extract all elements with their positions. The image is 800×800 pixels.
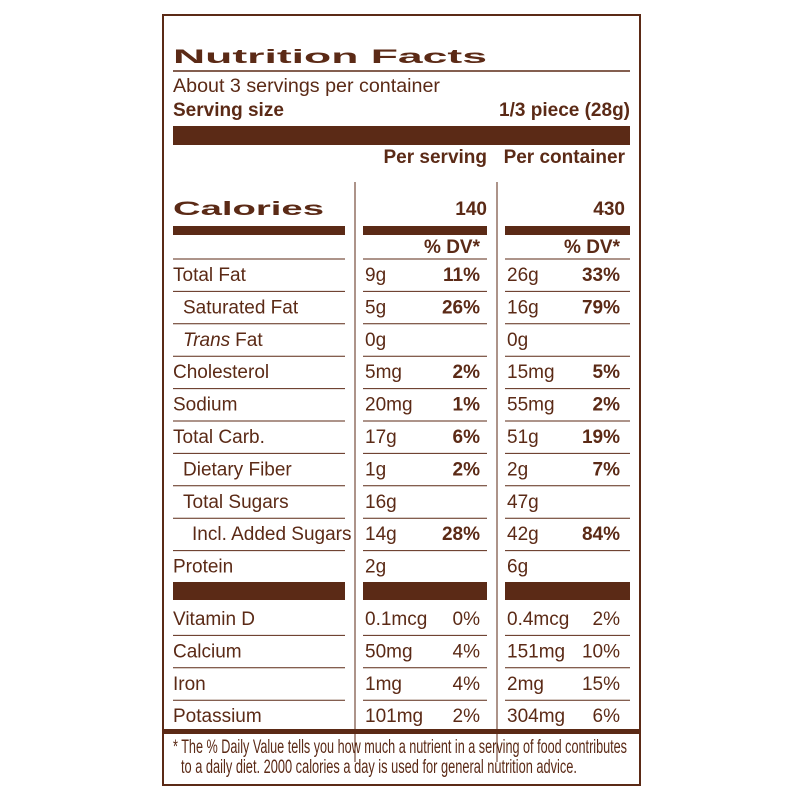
calories-label: Calories	[173, 199, 324, 220]
amount: 42g	[507, 524, 539, 545]
nutrient-label: Cholesterol	[173, 362, 269, 383]
daily-value: 4%	[453, 641, 481, 662]
nutrient-label: Vitamin D	[173, 609, 255, 630]
serving-size-label: Serving size	[173, 100, 284, 121]
nutrient-label-italic: Trans	[183, 330, 231, 351]
daily-value: 0%	[453, 609, 481, 630]
column-header: Per container	[504, 147, 626, 168]
amount: 50mg	[365, 641, 413, 662]
daily-value: 15%	[582, 674, 620, 695]
amount: 15mg	[507, 362, 555, 383]
daily-value: 2%	[453, 706, 481, 727]
nutrient-label: Total Carb.	[173, 427, 265, 448]
amount: 51g	[507, 427, 539, 448]
amount: 2g	[365, 557, 386, 578]
daily-value: 11%	[443, 265, 480, 286]
amount: 17g	[365, 427, 397, 448]
thick-bar	[173, 126, 630, 145]
medium-bar	[505, 226, 630, 235]
amount: 6g	[507, 557, 528, 578]
nutrient-label-rest: Fat	[235, 330, 263, 351]
daily-value: 10%	[582, 641, 620, 662]
amount: 2g	[507, 459, 528, 480]
footnote: * The % Daily Value tells you how much a…	[173, 737, 627, 758]
footnote-bar	[163, 729, 640, 734]
thick-bar	[363, 582, 487, 600]
servings: About 3 servings per container	[173, 76, 441, 97]
amount: 20mg	[365, 395, 413, 416]
amount: 5g	[365, 297, 386, 318]
amount: 0.4mcg	[507, 609, 569, 630]
amount: 26g	[507, 265, 539, 286]
label-border	[162, 14, 641, 786]
nutrient-label: Trans Fat	[183, 330, 263, 351]
daily-value: 28%	[442, 524, 480, 545]
daily-value: 4%	[453, 674, 481, 695]
nutrient-label: Dietary Fiber	[183, 459, 292, 480]
amount: 304mg	[507, 706, 565, 727]
amount: 9g	[365, 265, 386, 286]
amount: 1mg	[365, 674, 402, 695]
nutrient-label: Sodium	[173, 395, 237, 416]
daily-value: 33%	[582, 265, 620, 286]
amount: 5mg	[365, 362, 402, 383]
amount: 16g	[365, 492, 397, 513]
footnote: to a daily diet. 2000 calories a day is …	[181, 757, 577, 778]
daily-value: 1%	[453, 395, 481, 416]
daily-value: 5%	[593, 362, 621, 383]
nutrient-label: Total Sugars	[183, 492, 289, 513]
thick-bar	[505, 582, 630, 600]
calories-value: 140	[455, 199, 487, 220]
amount: 0g	[365, 330, 386, 351]
column-header: Per serving	[384, 147, 488, 168]
amount: 55mg	[507, 395, 555, 416]
nutrient-label: Saturated Fat	[183, 297, 299, 318]
daily-value: 2%	[453, 459, 481, 480]
nutrient-label: Total Fat	[173, 265, 247, 286]
medium-bar	[173, 226, 345, 235]
daily-value: 19%	[582, 427, 620, 448]
amount: 47g	[507, 492, 539, 513]
daily-value: 26%	[442, 297, 480, 318]
thick-bar	[173, 582, 345, 600]
dv-header: % DV*	[424, 237, 481, 258]
daily-value: 79%	[582, 297, 620, 318]
amount: 1g	[365, 459, 386, 480]
nutrient-label: Calcium	[173, 641, 242, 662]
daily-value: 2%	[593, 609, 621, 630]
daily-value: 7%	[593, 459, 621, 480]
calories-value: 430	[593, 199, 625, 220]
nutrient-label: Protein	[173, 557, 233, 578]
amount: 14g	[365, 524, 397, 545]
amount: 0.1mcg	[365, 609, 427, 630]
serving-size: 1/3 piece (28g)	[499, 100, 630, 121]
title: Nutrition Facts	[173, 47, 487, 68]
daily-value: 2%	[453, 362, 481, 383]
amount: 16g	[507, 297, 539, 318]
nutrient-label: Iron	[173, 674, 206, 695]
dv-header: % DV*	[564, 237, 621, 258]
amount: 101mg	[365, 706, 423, 727]
nutrient-label: Potassium	[173, 706, 262, 727]
daily-value: 84%	[582, 524, 620, 545]
daily-value: 2%	[593, 395, 621, 416]
nutrient-label: Incl. Added Sugars	[192, 524, 352, 545]
amount: 0g	[507, 330, 528, 351]
daily-value: 6%	[453, 427, 481, 448]
amount: 151mg	[507, 641, 565, 662]
amount: 2mg	[507, 674, 544, 695]
medium-bar	[363, 226, 487, 235]
daily-value: 6%	[593, 706, 621, 727]
